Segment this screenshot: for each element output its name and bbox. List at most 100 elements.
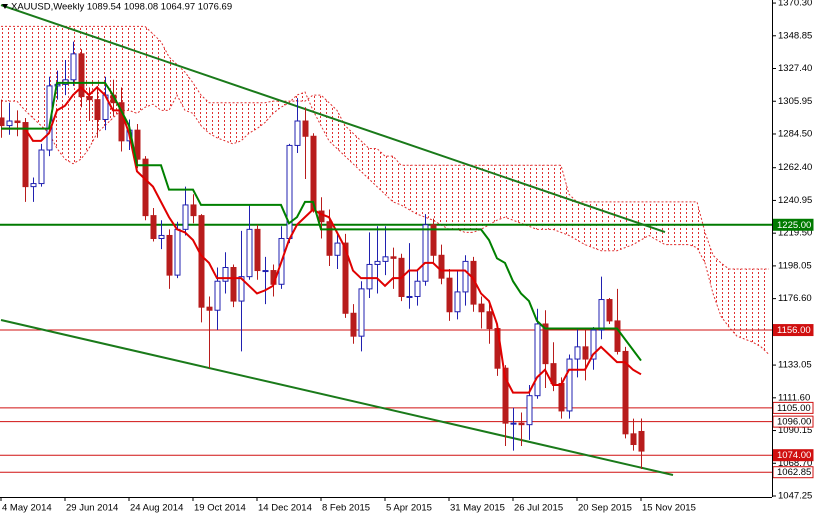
candle-body [558, 382, 565, 412]
chart-title: XAUUSD,Weekly 1089.54 1098.08 1064.97 10… [11, 2, 232, 13]
candle-body [182, 204, 189, 230]
candle-body [30, 183, 37, 188]
y-tick-label: 1133.05 [778, 360, 812, 371]
candle-body [294, 120, 301, 146]
y-tick-label: 1219.50 [778, 228, 812, 239]
ichimoku-cloud [1, 26, 769, 355]
candle-body [422, 224, 429, 282]
candle-body [214, 280, 221, 311]
y-tick-label: 1370.30 [778, 0, 812, 9]
candle-body [366, 263, 373, 290]
x-tick-label: 4 May 2014 [2, 503, 52, 514]
y-tick-label: 1240.95 [778, 195, 812, 206]
candle-body [206, 306, 213, 311]
candle-body [230, 266, 237, 302]
candle-body [478, 303, 485, 313]
candle-body [334, 242, 341, 256]
senkou-span-b [1, 91, 770, 355]
level-label: 1225.00 [777, 220, 811, 231]
y-tick-label: 1262.40 [778, 162, 812, 173]
candle-body [622, 350, 629, 435]
y-tick-label: 1111.60 [778, 392, 810, 403]
x-tick-label: 31 May 2015 [450, 503, 505, 514]
level-label: 1096.00 [777, 417, 811, 428]
candle-body [614, 320, 621, 352]
candle-body [310, 135, 317, 212]
y-tick-label: 1198.05 [778, 260, 812, 271]
candle-body [590, 329, 597, 360]
candle-body [630, 433, 637, 446]
candle-body [430, 224, 437, 256]
candle-body [638, 430, 645, 452]
candle-body [326, 221, 333, 256]
candle-body [542, 323, 549, 365]
candle-body [462, 260, 469, 293]
candle-body [286, 144, 293, 240]
candle-body [78, 53, 85, 98]
candle-body [6, 120, 13, 127]
candle-body [486, 311, 493, 330]
plot-area [0, 4, 772, 477]
candle-body [238, 276, 245, 302]
candle-body [502, 367, 509, 424]
candle-body [510, 422, 517, 425]
candle-body [414, 280, 421, 297]
candle-body [302, 120, 309, 137]
candle-body [198, 215, 205, 308]
menu-icon [2, 4, 8, 9]
candle-body [86, 96, 93, 101]
trendline [0, 319, 674, 477]
level-label: 1156.00 [777, 325, 811, 336]
candle-body [358, 288, 365, 337]
candle-body [14, 120, 21, 124]
candle-body [566, 358, 573, 412]
x-tick-label: 19 Oct 2014 [194, 503, 246, 514]
candle-body [574, 346, 581, 360]
candle-body [158, 234, 165, 240]
y-tick-label: 1090.15 [778, 425, 812, 436]
candle-body [454, 291, 461, 313]
y-tick-label: 1348.85 [778, 30, 812, 41]
candle-body [246, 228, 253, 278]
candle-body [534, 323, 541, 397]
level-label: 1074.00 [777, 450, 811, 461]
candle-body [582, 346, 589, 360]
y-tick-label: 1068.70 [778, 458, 812, 469]
x-tick-label: 20 Sep 2015 [578, 503, 632, 514]
y-tick-label: 1284.50 [778, 128, 812, 139]
candle-body [174, 228, 181, 276]
candle-body [390, 256, 397, 259]
candle-body [518, 422, 525, 426]
x-tick-label: 24 Aug 2014 [130, 503, 183, 514]
candle-body [598, 299, 605, 331]
candle-body [606, 299, 613, 322]
candle-body [446, 277, 453, 313]
candle-body [166, 234, 173, 276]
senkou-span-a [1, 25, 769, 270]
trendline [0, 4, 666, 234]
candle-body [0, 117, 5, 127]
x-tick-label: 15 Nov 2015 [642, 503, 696, 514]
candle-body [22, 122, 29, 188]
candle-body [550, 363, 557, 384]
candle-body [222, 266, 229, 282]
candle-body [350, 312, 357, 337]
candle-body [94, 99, 101, 120]
y-tick-label: 1047.25 [778, 491, 812, 502]
candle-body [38, 149, 45, 185]
x-tick-label: 29 Jun 2014 [66, 503, 118, 514]
candle-body [318, 210, 325, 223]
tenkan-sen [1, 86, 642, 394]
candle-body [382, 256, 389, 262]
candle-body [374, 260, 381, 265]
candle-body [406, 295, 413, 298]
candle-body [526, 395, 533, 426]
x-tick-label: 14 Dec 2014 [258, 503, 312, 514]
level-label: 1062.85 [777, 467, 811, 478]
kijun-sen [1, 81, 642, 362]
y-tick-label: 1176.60 [778, 293, 812, 304]
x-tick-label: 26 Jul 2015 [514, 503, 563, 514]
